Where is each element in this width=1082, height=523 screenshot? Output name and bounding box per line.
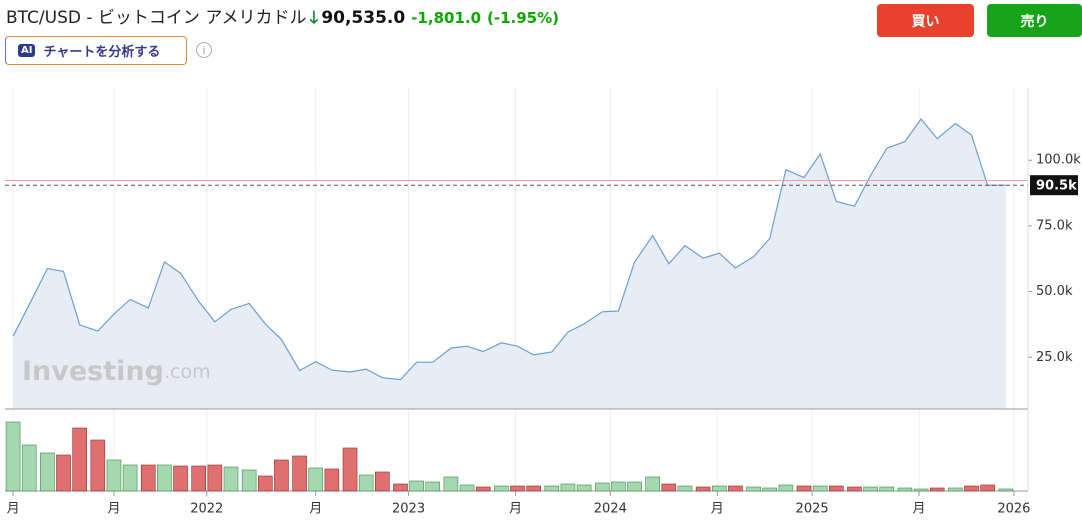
price: 90,535.0 [321, 8, 406, 28]
volume-bar [695, 486, 711, 492]
volume-bar [122, 464, 138, 492]
volume-bar [544, 485, 560, 492]
price-line [12, 118, 1006, 381]
y-tick-label: 100.0k [1036, 153, 1081, 168]
volume-bar [342, 447, 358, 492]
info-icon[interactable]: i [196, 42, 212, 58]
volume-bar [576, 484, 592, 492]
volume-bar [106, 459, 122, 492]
volume-bar [409, 480, 424, 492]
ai-badge: AI [18, 44, 36, 57]
x-tick-label: 2022 [190, 502, 223, 517]
ai-label: チャートを分析する [43, 45, 161, 60]
volume-bar [21, 444, 37, 492]
x-tick-label: 月 [913, 502, 926, 517]
volume-bar [778, 484, 794, 492]
volume-bar [611, 481, 626, 492]
volume-bar [812, 485, 828, 492]
volume-bar [746, 486, 761, 492]
volume-bar [5, 421, 21, 492]
volume-bar [257, 475, 273, 492]
volume-bar [191, 465, 207, 492]
x-tick-label: 月 [509, 502, 522, 517]
volume-bar [459, 484, 475, 492]
volume-bar [173, 465, 188, 492]
volume-bar [375, 471, 390, 492]
volume-bar [324, 468, 340, 492]
header: BTC/USD - ビットコイン アメリカドル 🡓 90,535.0 -1,801.0… [6, 3, 559, 34]
volume-bar [728, 485, 743, 492]
y-tick-label: 75.0k [1036, 218, 1073, 233]
volume-bar [829, 485, 844, 492]
volume-bar [223, 466, 239, 492]
volume-bar [796, 485, 812, 492]
y-tick-label: 25.0k [1036, 350, 1073, 365]
volume-bar [594, 482, 610, 492]
x-tick-label: 2023 [392, 502, 425, 517]
volume-bar [241, 469, 257, 492]
volume-bar [762, 487, 778, 492]
change-pct: (-1.95%) [487, 9, 559, 27]
plot-layer: 月 月 2022 月 2023 月 2024 月 2025 月 2026 25.0k 50.0k 75.0… [5, 88, 1081, 517]
volume-bar [56, 454, 71, 492]
volume-bar [40, 452, 55, 492]
volume-bar [443, 476, 459, 492]
x-tick-label: 月 [711, 502, 724, 517]
volume-bar [677, 485, 693, 492]
volume-bar [308, 467, 324, 492]
volume-bar [645, 476, 660, 492]
y-tick-label: 50.0k [1036, 284, 1073, 299]
watermark: Investing.com [22, 356, 211, 387]
volume-bar [425, 481, 441, 492]
volume-bar [711, 485, 727, 492]
volume-bar [90, 439, 106, 492]
last-price-box [1030, 175, 1078, 196]
sell-button[interactable]: 売り [987, 4, 1082, 37]
volume-bar [475, 486, 491, 492]
volume-bar [72, 427, 87, 492]
volume-bar [292, 455, 307, 492]
volume-bar [948, 487, 963, 492]
watermark-brand: Investing [22, 356, 164, 387]
x-tick-label: 月 [309, 502, 322, 517]
volume-bar [998, 488, 1014, 492]
price-area [13, 119, 1006, 409]
x-tick-label: 月 [7, 502, 20, 517]
volume-bar [847, 486, 862, 492]
volume-bar [879, 486, 895, 492]
volume-bar [929, 487, 945, 492]
volume-bar [964, 485, 979, 492]
volume-bar [913, 488, 929, 492]
volume-bar [140, 464, 156, 492]
watermark-suffix: .com [164, 361, 211, 383]
volume-bar [863, 486, 878, 492]
volume-bar [560, 483, 576, 492]
x-tick-label: 2025 [796, 502, 829, 517]
x-tick-label: 2026 [997, 502, 1030, 517]
volume-bar [627, 481, 642, 492]
volume-bar [207, 464, 223, 492]
volume-bar [494, 485, 509, 492]
volume-bar [897, 487, 913, 492]
volume-bar [526, 485, 541, 492]
title: BTC/USD - ビットコイン アメリカドル [6, 8, 307, 28]
x-tick-label: 2024 [594, 502, 627, 517]
last-price-label: 90.5k [1036, 179, 1077, 194]
volume-bar [274, 459, 289, 492]
volume-bar [393, 483, 408, 492]
buy-button[interactable]: 買い [877, 4, 974, 37]
change: -1,801.0 [411, 9, 482, 27]
down-arrow: 🡓 [309, 8, 319, 28]
volume-bar [510, 485, 525, 492]
volume-bar [980, 484, 995, 492]
volume-bar [358, 474, 374, 492]
volume-bar [157, 464, 172, 492]
volume-bar [661, 483, 677, 492]
ai-button[interactable]: AI チャートを分析する [5, 36, 187, 65]
x-tick-label: 月 [107, 502, 120, 517]
